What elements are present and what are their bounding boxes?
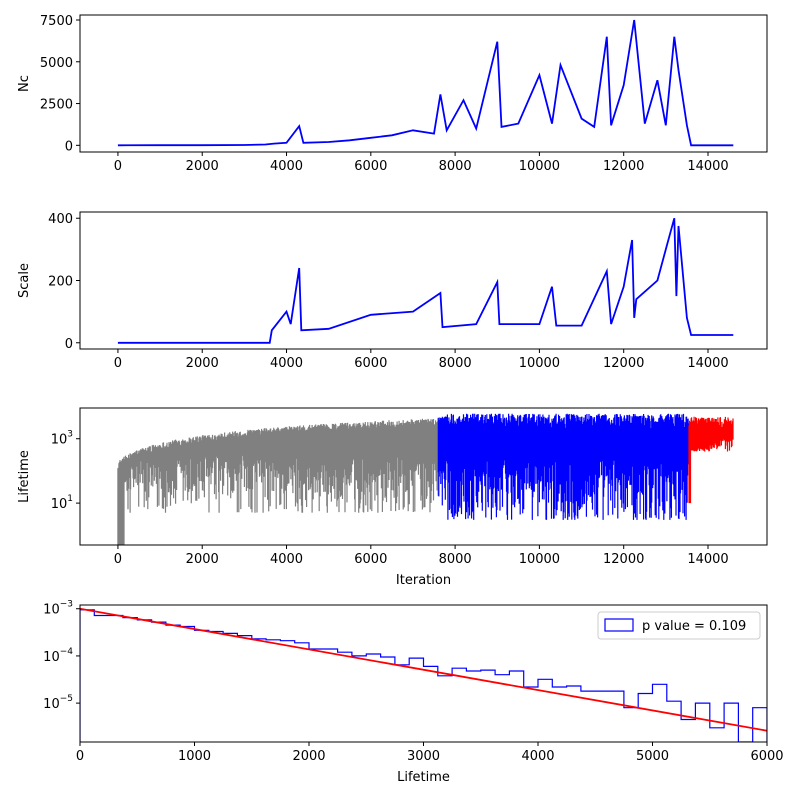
x-tick-label: 8000 [439,552,472,567]
x-axis-label: Iteration [396,573,451,588]
y-tick-label: 10−4 [43,647,73,665]
lifetime-segment-3 [688,416,734,504]
y-tick-label: 2500 [40,98,73,113]
chart-panel-1: 0 2000 4000 6000 8000 10000 12000 14000 0 2500 500… [17,14,768,174]
x-tick-label: 0 [114,159,122,174]
x-tick-label: 14000 [687,159,728,174]
y-tick-label: 10−5 [43,694,73,712]
x-tick-label: 14000 [687,552,728,567]
x-tick-label: 12000 [603,552,644,567]
x-tick-label: 8000 [439,159,472,174]
lifetime-segment-1 [117,418,439,545]
series-line-1 [117,217,734,344]
plot-area [117,413,734,545]
chart-panel-3: 0 2000 4000 6000 8000 10000 12000 14000 101 103 Li… [17,407,768,588]
x-tick-label: 12000 [603,356,644,371]
x-tick-label: 10000 [519,356,560,371]
plot-area [80,607,767,742]
x-tick-label: 4000 [270,159,303,174]
chart-panel-4: 0 1000 2000 3000 4000 5000 6000 10−3 10−4 10−5 Lif… [43,600,783,785]
y-axis-label: Scale [17,263,32,298]
axes-frame [79,211,768,350]
x-tick-label: 2000 [186,356,219,371]
y-tick-label: 7500 [40,14,73,29]
axes-frame [79,14,768,153]
x-tick-label: 0 [114,552,122,567]
y-tick-label: 0 [65,337,73,352]
plot-area [117,217,734,344]
x-tick-label: 4000 [270,356,303,371]
x-tick-label: 6000 [354,552,387,567]
y-axis-label: Lifetime [17,450,32,503]
y-tick-label: 400 [48,212,73,227]
x-tick-label: 14000 [687,356,728,371]
x-tick-label: 4000 [521,749,554,764]
lifetime-segment-2 [437,413,690,520]
x-tick-label: 3000 [407,749,440,764]
x-tick-label: 10000 [519,159,560,174]
x-tick-label: 2000 [186,552,219,567]
axes-frame [79,407,768,546]
y-tick-label: 103 [51,430,73,448]
x-tick-label: 6000 [354,356,387,371]
y-tick-label: 5000 [40,56,73,71]
x-tick-label: 8000 [439,356,472,371]
y-tick-label: 101 [51,494,73,512]
x-tick-label: 10000 [519,552,560,567]
legend-swatch [604,618,634,632]
x-tick-label: 6000 [354,159,387,174]
legend: p value = 0.109 [597,611,761,640]
x-tick-label: 1000 [178,749,211,764]
x-tick-label: 6000 [750,749,783,764]
y-tick-label: 10−3 [43,600,73,618]
legend-box [597,611,761,640]
x-tick-label: 5000 [636,749,669,764]
y-tick-label: 200 [48,275,73,290]
fit-line [80,607,767,732]
legend-label: p value = 0.109 [642,619,746,634]
y-tick-label: 0 [65,139,73,154]
x-tick-label: 2000 [186,159,219,174]
x-tick-label: 4000 [270,552,303,567]
x-tick-label: 12000 [603,159,644,174]
x-axis-label: Lifetime [397,770,450,785]
x-tick-label: 2000 [292,749,325,764]
plot-area [117,19,734,147]
y-axis-label: Nc [17,75,32,92]
chart-panel-2: 0 2000 4000 6000 8000 10000 12000 14000 0 200 400 S… [17,211,768,371]
x-tick-label: 0 [114,356,122,371]
series-line-1 [117,19,734,147]
x-tick-label: 0 [76,749,84,764]
